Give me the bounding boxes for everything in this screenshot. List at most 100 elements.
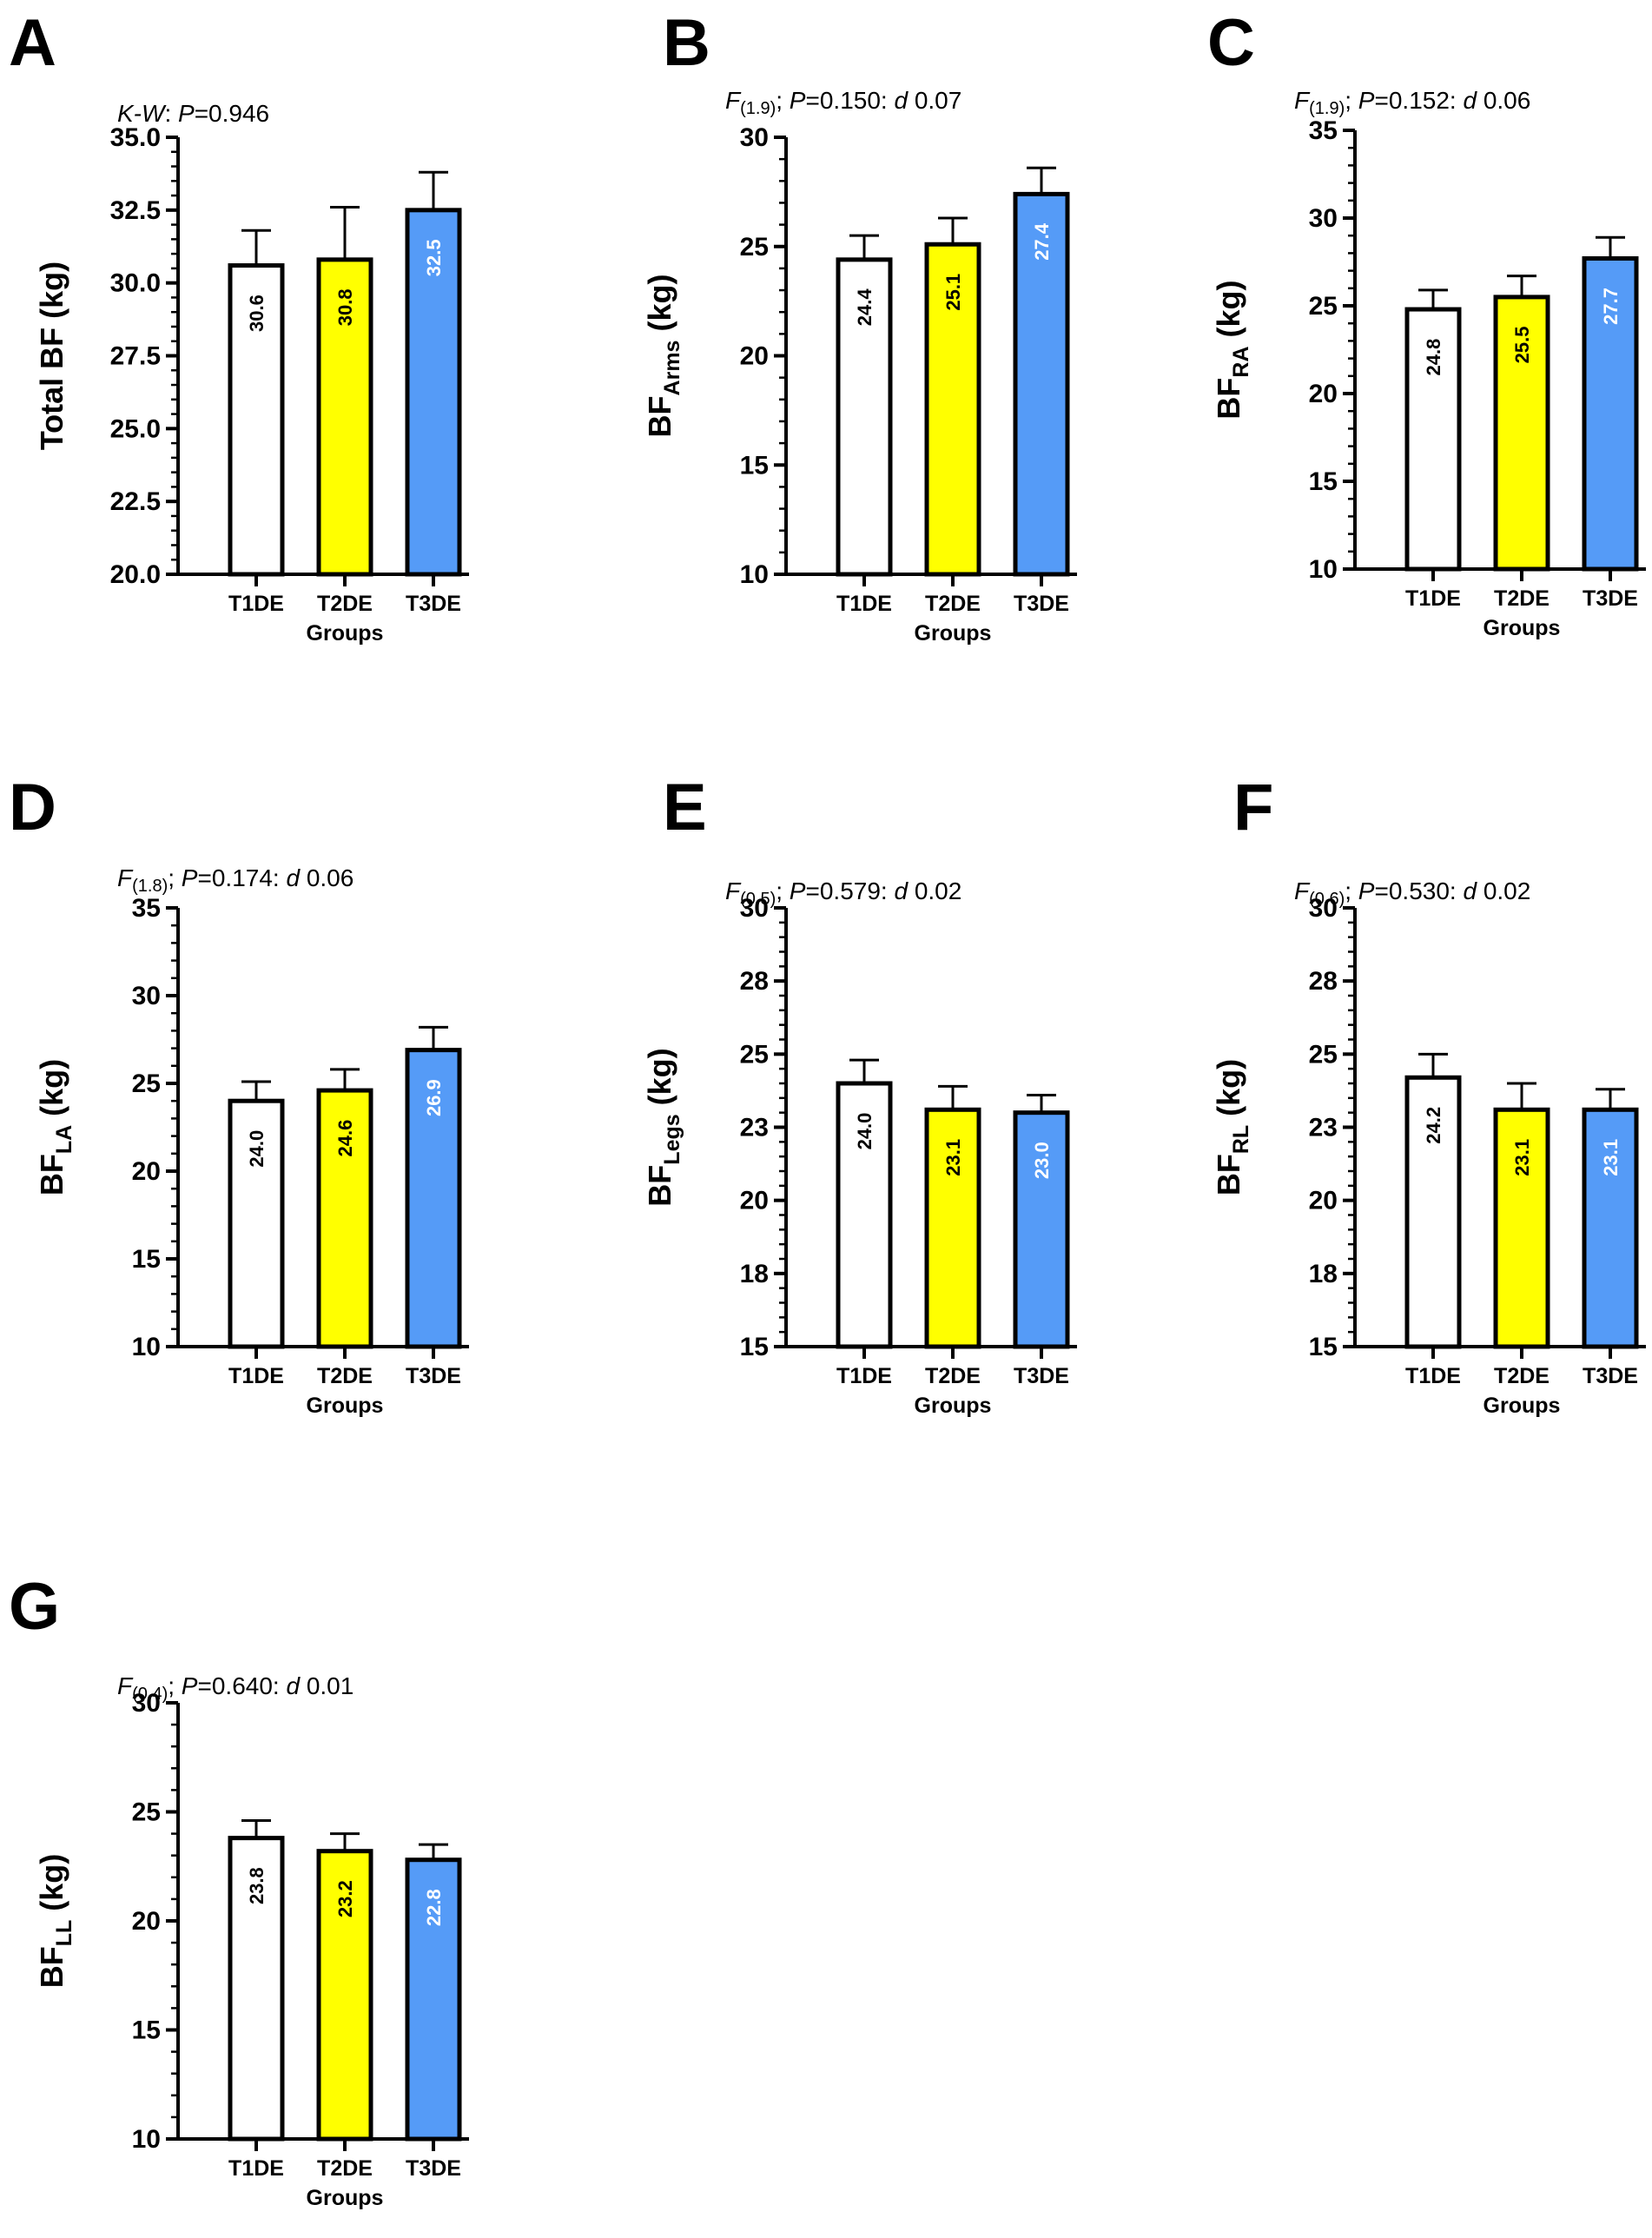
x-category-label: T3DE [406,592,461,616]
stat-annotation: F(0.4); P=0.640: d 0.01 [117,1672,354,1704]
x-category-label: T1DE [836,592,892,616]
y-tick-label: 30 [1309,204,1338,233]
x-axis-title: Groups [307,621,384,646]
bar [1404,307,1462,572]
x-category-label: T2DE [1494,586,1550,611]
bar-value-label: 23.1 [942,1139,964,1176]
y-tick-label: 20.0 [110,560,161,589]
y-axis-label: BFLegs (kg) [642,1048,684,1206]
stat-d-value: 0.02 [908,877,961,904]
y-tick-label: 30 [1309,894,1338,923]
y-tick-label: 18 [740,1260,769,1288]
y-tick-label: 25 [1309,292,1338,321]
stat-d-label: d [1463,87,1477,114]
y-axis-label: BFArms (kg) [642,275,684,438]
bar-value-label: 25.1 [942,274,964,311]
stat-p-value: =0.946 [195,100,269,127]
stat-test: F [117,864,134,891]
y-axis-label-unit: (kg) [1211,280,1246,346]
panel-c: C F(1.9); P=0.152: d 0.06 BFRA (kg) 10 15 20 2… [1207,6,1646,640]
y-tick-label: 35 [132,894,161,923]
y-tick-label: 10 [1309,555,1338,584]
x-category-label: T3DE [1014,592,1069,616]
stat-df: (0.6) [1309,890,1345,909]
stat-test: F [725,877,742,904]
y-axis-label: BFLL (kg) [34,1854,76,1989]
y-tick-label: 23 [1309,1114,1338,1142]
bar [405,1857,462,2142]
y-tick-label: 15 [1309,467,1338,496]
stat-test: F [117,1672,134,1699]
stat-sep: ; [776,87,790,114]
stat-d-label: d [894,877,909,904]
stat-test: F [725,87,742,114]
x-axis-title: Groups [1483,1394,1561,1418]
x-category-label: T1DE [228,2156,284,2181]
x-category-label: T2DE [925,1364,981,1388]
y-axis-label: BFRL (kg) [1211,1059,1253,1195]
stat-sep: ; [168,864,182,891]
bar [836,257,893,577]
y-tick-label: 15 [132,1245,161,1274]
stat-sep: ; [776,877,790,904]
y-tick-label: 25 [132,1798,161,1827]
panel-a: A K-W: P=0.946 Total BF (kg) 20.0 22.5 25.0 27… [9,6,469,646]
stat-test: K-W [117,100,167,127]
y-tick-label: 27.5 [110,342,161,371]
bar-value-label: 24.6 [334,1120,356,1157]
y-axis-label-sub: LA [52,1125,76,1154]
stat-d-label: d [286,1672,301,1699]
stat-sep: : [164,100,178,127]
x-category-label: T2DE [1494,1364,1550,1388]
stat-p-value: =0.174: [197,864,286,891]
stat-d-value: 0.02 [1477,877,1530,904]
y-axis-label: BFLA (kg) [34,1059,76,1195]
y-tick-label: 25 [740,233,769,262]
y-tick-label: 35.0 [110,123,161,152]
bar-value-label: 32.5 [423,239,445,276]
bar [924,1107,981,1349]
stat-d-label: d [894,87,909,114]
panel-d: D F(1.8); P=0.174: d 0.06 BFLA (kg) 10 15 20 2… [9,771,469,1418]
bar-value-label: 23.1 [1511,1139,1533,1176]
y-tick-label: 30 [740,123,769,152]
stat-test: F [1294,87,1311,114]
y-tick-label: 30 [132,1689,161,1718]
y-tick-label: 30 [132,982,161,1010]
bar-value-label: 27.7 [1600,288,1622,325]
y-axis-label-main: BF [1211,378,1246,420]
x-category-label: T2DE [317,1364,373,1388]
y-axis-label: Total BF (kg) [34,262,69,450]
y-axis-label-sub: LL [52,1920,76,1947]
y-tick-label: 23 [740,1114,769,1142]
y-tick-label: 25 [740,1040,769,1069]
bar-value-label: 23.8 [246,1867,268,1904]
y-tick-label: 20 [1309,380,1338,408]
x-category-label: T2DE [317,592,373,616]
bar-value-label: 23.1 [1600,1139,1622,1176]
y-axis-label-unit: (kg) [34,1059,69,1125]
stat-annotation: F(1.9); P=0.150: d 0.07 [725,87,961,118]
y-tick-label: 30 [740,894,769,923]
panel-letter: G [9,1570,60,1644]
y-tick-label: 32.5 [110,196,161,225]
x-category-label: T3DE [1583,1364,1638,1388]
y-tick-label: 20 [132,1157,161,1186]
bar-value-label: 24.4 [854,288,876,327]
stat-p-label: P [182,1672,198,1699]
stat-p-value: =0.579: [805,877,894,904]
stat-sep: ; [168,1672,182,1699]
bar [1013,191,1070,577]
stat-p-label: P [790,87,806,114]
y-axis-label-unit: (kg) [34,1854,69,1920]
bar [316,257,373,577]
panel-e: E F(0.5); P=0.579: d 0.02 BFLegs (kg) 15 18 2… [642,771,1077,1418]
y-tick-label: 28 [740,967,769,996]
bar [228,263,285,577]
x-axis-title: Groups [307,1394,384,1418]
bar-value-label: 24.8 [1423,339,1444,376]
stat-p-value: =0.530: [1374,877,1463,904]
